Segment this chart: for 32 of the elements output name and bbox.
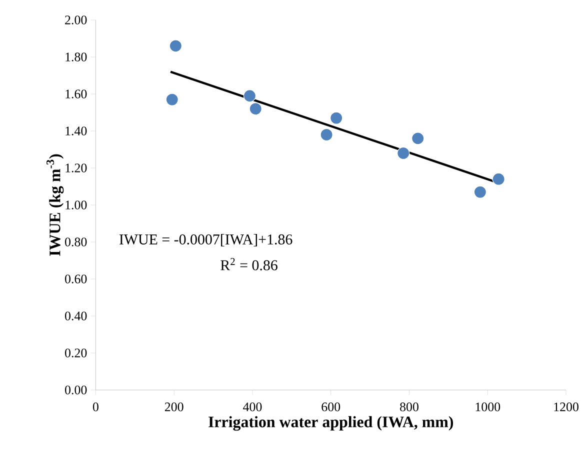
point [243,90,256,102]
point [474,186,486,198]
annotation: IWUE = -0.0007[IWA]+1.86 [119,234,292,246]
y-tick-label: 0.00 [65,386,87,394]
x-axis-title: Irrigation water applied (IWA, mm) [208,416,454,431]
point [397,146,410,160]
y-axis-title: IWUE (kg m$^{-3}$) [46,154,64,256]
y-tick-label: 0.40 [65,312,87,320]
x-tick-label: 1200 [554,402,578,412]
point [412,132,424,145]
x-tick-label: 600 [322,402,340,412]
x-tick-label: 1000 [476,402,500,412]
annotation: R$^{2}$ = 0.86 [220,258,278,270]
y-tick-label: 0.80 [65,238,87,246]
x-tick-label: 0 [92,402,98,412]
x-tick-label: 800 [400,402,418,412]
point [330,112,343,124]
y-tick-label: 1.40 [66,126,87,136]
y-tick-label: 0.60 [65,274,87,284]
point [320,128,333,141]
y-tick-label: 0.20 [65,348,87,358]
point [492,172,505,186]
x-tick-label: 400 [243,402,262,412]
point [169,40,182,52]
y-tick-label: 1.60 [66,90,87,98]
y-tick-label: 1.80 [66,52,87,62]
y-tick-label: 1.00 [66,200,87,210]
y-tick-label: 2.00 [65,16,87,24]
y-tick-label: 1.20 [66,164,87,172]
point [166,93,178,106]
x-tick-label: 200 [164,402,184,412]
point [249,102,262,116]
